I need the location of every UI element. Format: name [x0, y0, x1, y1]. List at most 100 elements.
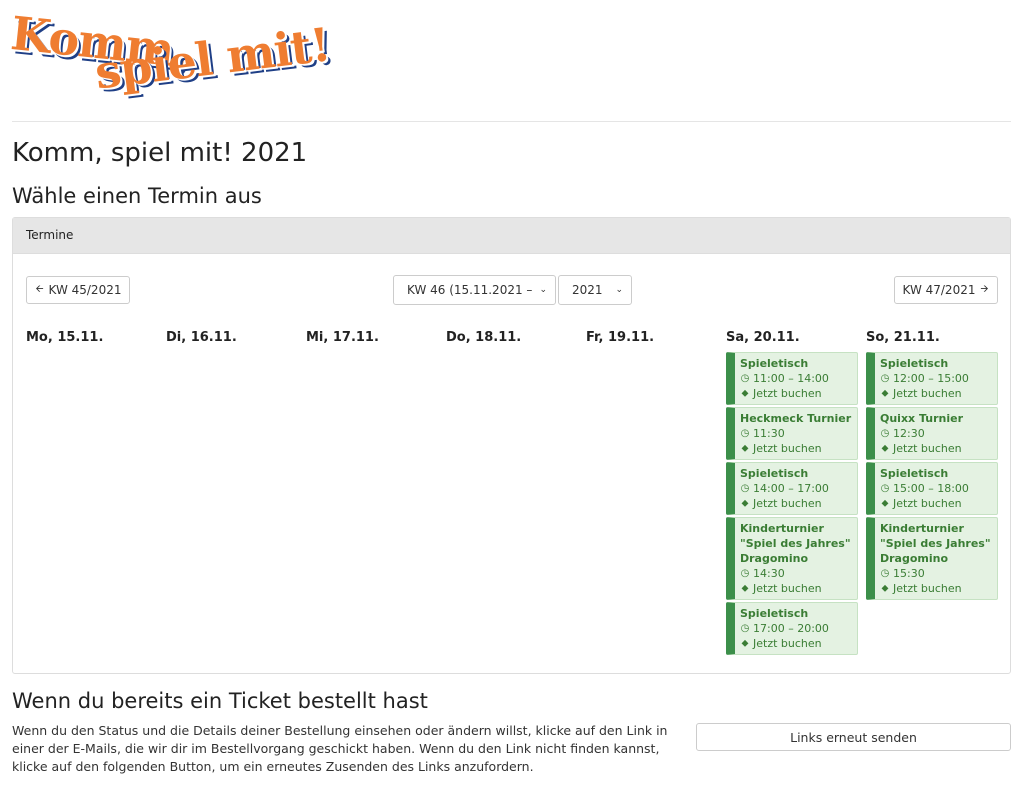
clock-icon: ◷	[880, 428, 890, 439]
book-now-link[interactable]: Jetzt buchen	[893, 497, 962, 510]
ticket-icon: ⬥	[881, 443, 889, 454]
resend-links-button[interactable]: Links erneut senden	[696, 723, 1011, 751]
event-time: 12:30	[893, 427, 925, 440]
day-column: Do, 18.11.	[446, 330, 578, 352]
event-time-row: ◷ 12:30	[880, 426, 993, 441]
next-week-label: KW 47/2021	[902, 283, 976, 297]
book-now-link[interactable]: Jetzt buchen	[753, 582, 822, 595]
event-card[interactable]: Spieletisch ◷ 14:00 – 17:00 ⬥ Jetzt buchen	[726, 462, 858, 515]
event-time: 11:30	[753, 427, 785, 440]
event-card[interactable]: Heckmeck Turnier ◷ 11:30 ⬥ Jetzt buchen	[726, 407, 858, 460]
day-header: Sa, 20.11.	[726, 330, 800, 345]
event-title: Spieletisch	[740, 607, 809, 620]
day-header: Mi, 17.11.	[306, 330, 379, 345]
clock-icon: ◷	[740, 428, 750, 439]
year-select-value: 2021	[572, 283, 603, 297]
day-column: So, 21.11. Spieletisch ◷ 12:00 – 15:00 ⬥ Jetz…	[866, 330, 998, 602]
day-column: Di, 16.11.	[166, 330, 298, 352]
event-book-row[interactable]: ⬥ Jetzt buchen	[880, 441, 993, 456]
arrow-right-icon: 🡪	[980, 283, 989, 295]
ticket-icon: ⬥	[881, 498, 889, 509]
book-now-link[interactable]: Jetzt buchen	[753, 637, 822, 650]
day-column: Sa, 20.11. Spieletisch ◷ 11:00 – 14:00 ⬥ Jetz…	[726, 330, 858, 657]
book-now-link[interactable]: Jetzt buchen	[893, 442, 962, 455]
prev-week-label: KW 45/2021	[48, 283, 122, 297]
event-time: 14:30	[753, 567, 785, 580]
event-card[interactable]: Kinderturnier "Spiel des Jahres" Dragomi…	[726, 517, 858, 600]
event-title: Quixx Turnier	[880, 412, 964, 425]
chevron-down-icon: ⌄	[539, 285, 547, 295]
book-now-link[interactable]: Jetzt buchen	[893, 387, 962, 400]
event-book-row[interactable]: ⬥ Jetzt buchen	[880, 386, 993, 401]
event-time: 11:00 – 14:00	[753, 372, 829, 385]
event-card[interactable]: Spieletisch ◷ 15:00 – 18:00 ⬥ Jetzt buchen	[866, 462, 998, 515]
day-column: Fr, 19.11.	[586, 330, 718, 352]
clock-icon: ◷	[740, 623, 750, 634]
event-book-row[interactable]: ⬥ Jetzt buchen	[740, 636, 853, 651]
book-now-link[interactable]: Jetzt buchen	[893, 582, 962, 595]
header-divider	[12, 121, 1011, 122]
ticket-icon: ⬥	[741, 498, 749, 509]
book-now-link[interactable]: Jetzt buchen	[753, 497, 822, 510]
event-title: Heckmeck Turnier	[740, 412, 852, 425]
event-card[interactable]: Kinderturnier "Spiel des Jahres" Dragomi…	[866, 517, 998, 600]
prev-week-button[interactable]: 🡨 KW 45/2021	[26, 276, 130, 304]
event-book-row[interactable]: ⬥ Jetzt buchen	[880, 581, 993, 596]
event-card[interactable]: Spieletisch ◷ 12:00 – 15:00 ⬥ Jetzt buchen	[866, 352, 998, 405]
chevron-down-icon: ⌄	[615, 285, 623, 295]
bottom-text: Wenn du den Status und die Details deine…	[12, 723, 668, 774]
ticket-icon: ⬥	[741, 638, 749, 649]
event-time-row: ◷ 11:30	[740, 426, 853, 441]
clock-icon: ◷	[740, 483, 750, 494]
ticket-icon: ⬥	[881, 388, 889, 399]
event-title: Spieletisch	[880, 357, 949, 370]
day-header: Do, 18.11.	[446, 330, 522, 345]
event-card[interactable]: Quixx Turnier ◷ 12:30 ⬥ Jetzt buchen	[866, 407, 998, 460]
event-time-row: ◷ 15:30	[880, 566, 993, 581]
clock-icon: ◷	[880, 568, 890, 579]
ticket-icon: ⬥	[741, 388, 749, 399]
arrow-left-icon: 🡨	[35, 283, 44, 295]
event-time: 17:00 – 20:00	[753, 622, 829, 635]
event-time: 15:30	[893, 567, 925, 580]
panel-header: Termine	[13, 218, 1010, 254]
event-book-row[interactable]: ⬥ Jetzt buchen	[740, 581, 853, 596]
event-book-row[interactable]: ⬥ Jetzt buchen	[880, 496, 993, 511]
day-header: So, 21.11.	[866, 330, 940, 345]
ticket-icon: ⬥	[881, 583, 889, 594]
event-time-row: ◷ 14:30	[740, 566, 853, 581]
event-book-row[interactable]: ⬥ Jetzt buchen	[740, 496, 853, 511]
event-title: Kinderturnier "Spiel des Jahres" Dragomi…	[740, 522, 851, 565]
week-select[interactable]: KW 46 (15.11.2021 – 21.11.2021) ⌄	[393, 275, 556, 305]
book-now-link[interactable]: Jetzt buchen	[753, 442, 822, 455]
page-title: Komm, spiel mit! 2021	[12, 138, 308, 168]
day-header: Fr, 19.11.	[586, 330, 655, 345]
clock-icon: ◷	[880, 373, 890, 384]
event-book-row[interactable]: ⬥ Jetzt buchen	[740, 386, 853, 401]
bottom-title: Wenn du bereits ein Ticket bestellt hast	[12, 689, 428, 713]
event-time: 12:00 – 15:00	[893, 372, 969, 385]
clock-icon: ◷	[880, 483, 890, 494]
year-select[interactable]: 2021 ⌄	[558, 275, 632, 305]
event-card[interactable]: Spieletisch ◷ 11:00 – 14:00 ⬥ Jetzt buchen	[726, 352, 858, 405]
event-card[interactable]: Spieletisch ◷ 17:00 – 20:00 ⬥ Jetzt buchen	[726, 602, 858, 655]
clock-icon: ◷	[740, 568, 750, 579]
clock-icon: ◷	[740, 373, 750, 384]
day-header: Di, 16.11.	[166, 330, 237, 345]
calendar-panel: Termine 🡨 KW 45/2021 KW 46 (15.11.2021 –…	[12, 217, 1011, 674]
event-title: Spieletisch	[740, 357, 809, 370]
event-book-row[interactable]: ⬥ Jetzt buchen	[740, 441, 853, 456]
event-time-row: ◷ 14:00 – 17:00	[740, 481, 853, 496]
event-time: 14:00 – 17:00	[753, 482, 829, 495]
book-now-link[interactable]: Jetzt buchen	[753, 387, 822, 400]
ticket-icon: ⬥	[741, 443, 749, 454]
day-header: Mo, 15.11.	[26, 330, 104, 345]
event-title: Spieletisch	[740, 467, 809, 480]
section-title: Wähle einen Termin aus	[12, 184, 262, 208]
event-time-row: ◷ 11:00 – 14:00	[740, 371, 853, 386]
ticket-icon: ⬥	[741, 583, 749, 594]
day-column: Mi, 17.11.	[306, 330, 438, 352]
event-time-row: ◷ 15:00 – 18:00	[880, 481, 993, 496]
next-week-button[interactable]: KW 47/2021 🡪	[894, 276, 998, 304]
logo[interactable]: Komm, spiel mit!	[8, 6, 344, 116]
